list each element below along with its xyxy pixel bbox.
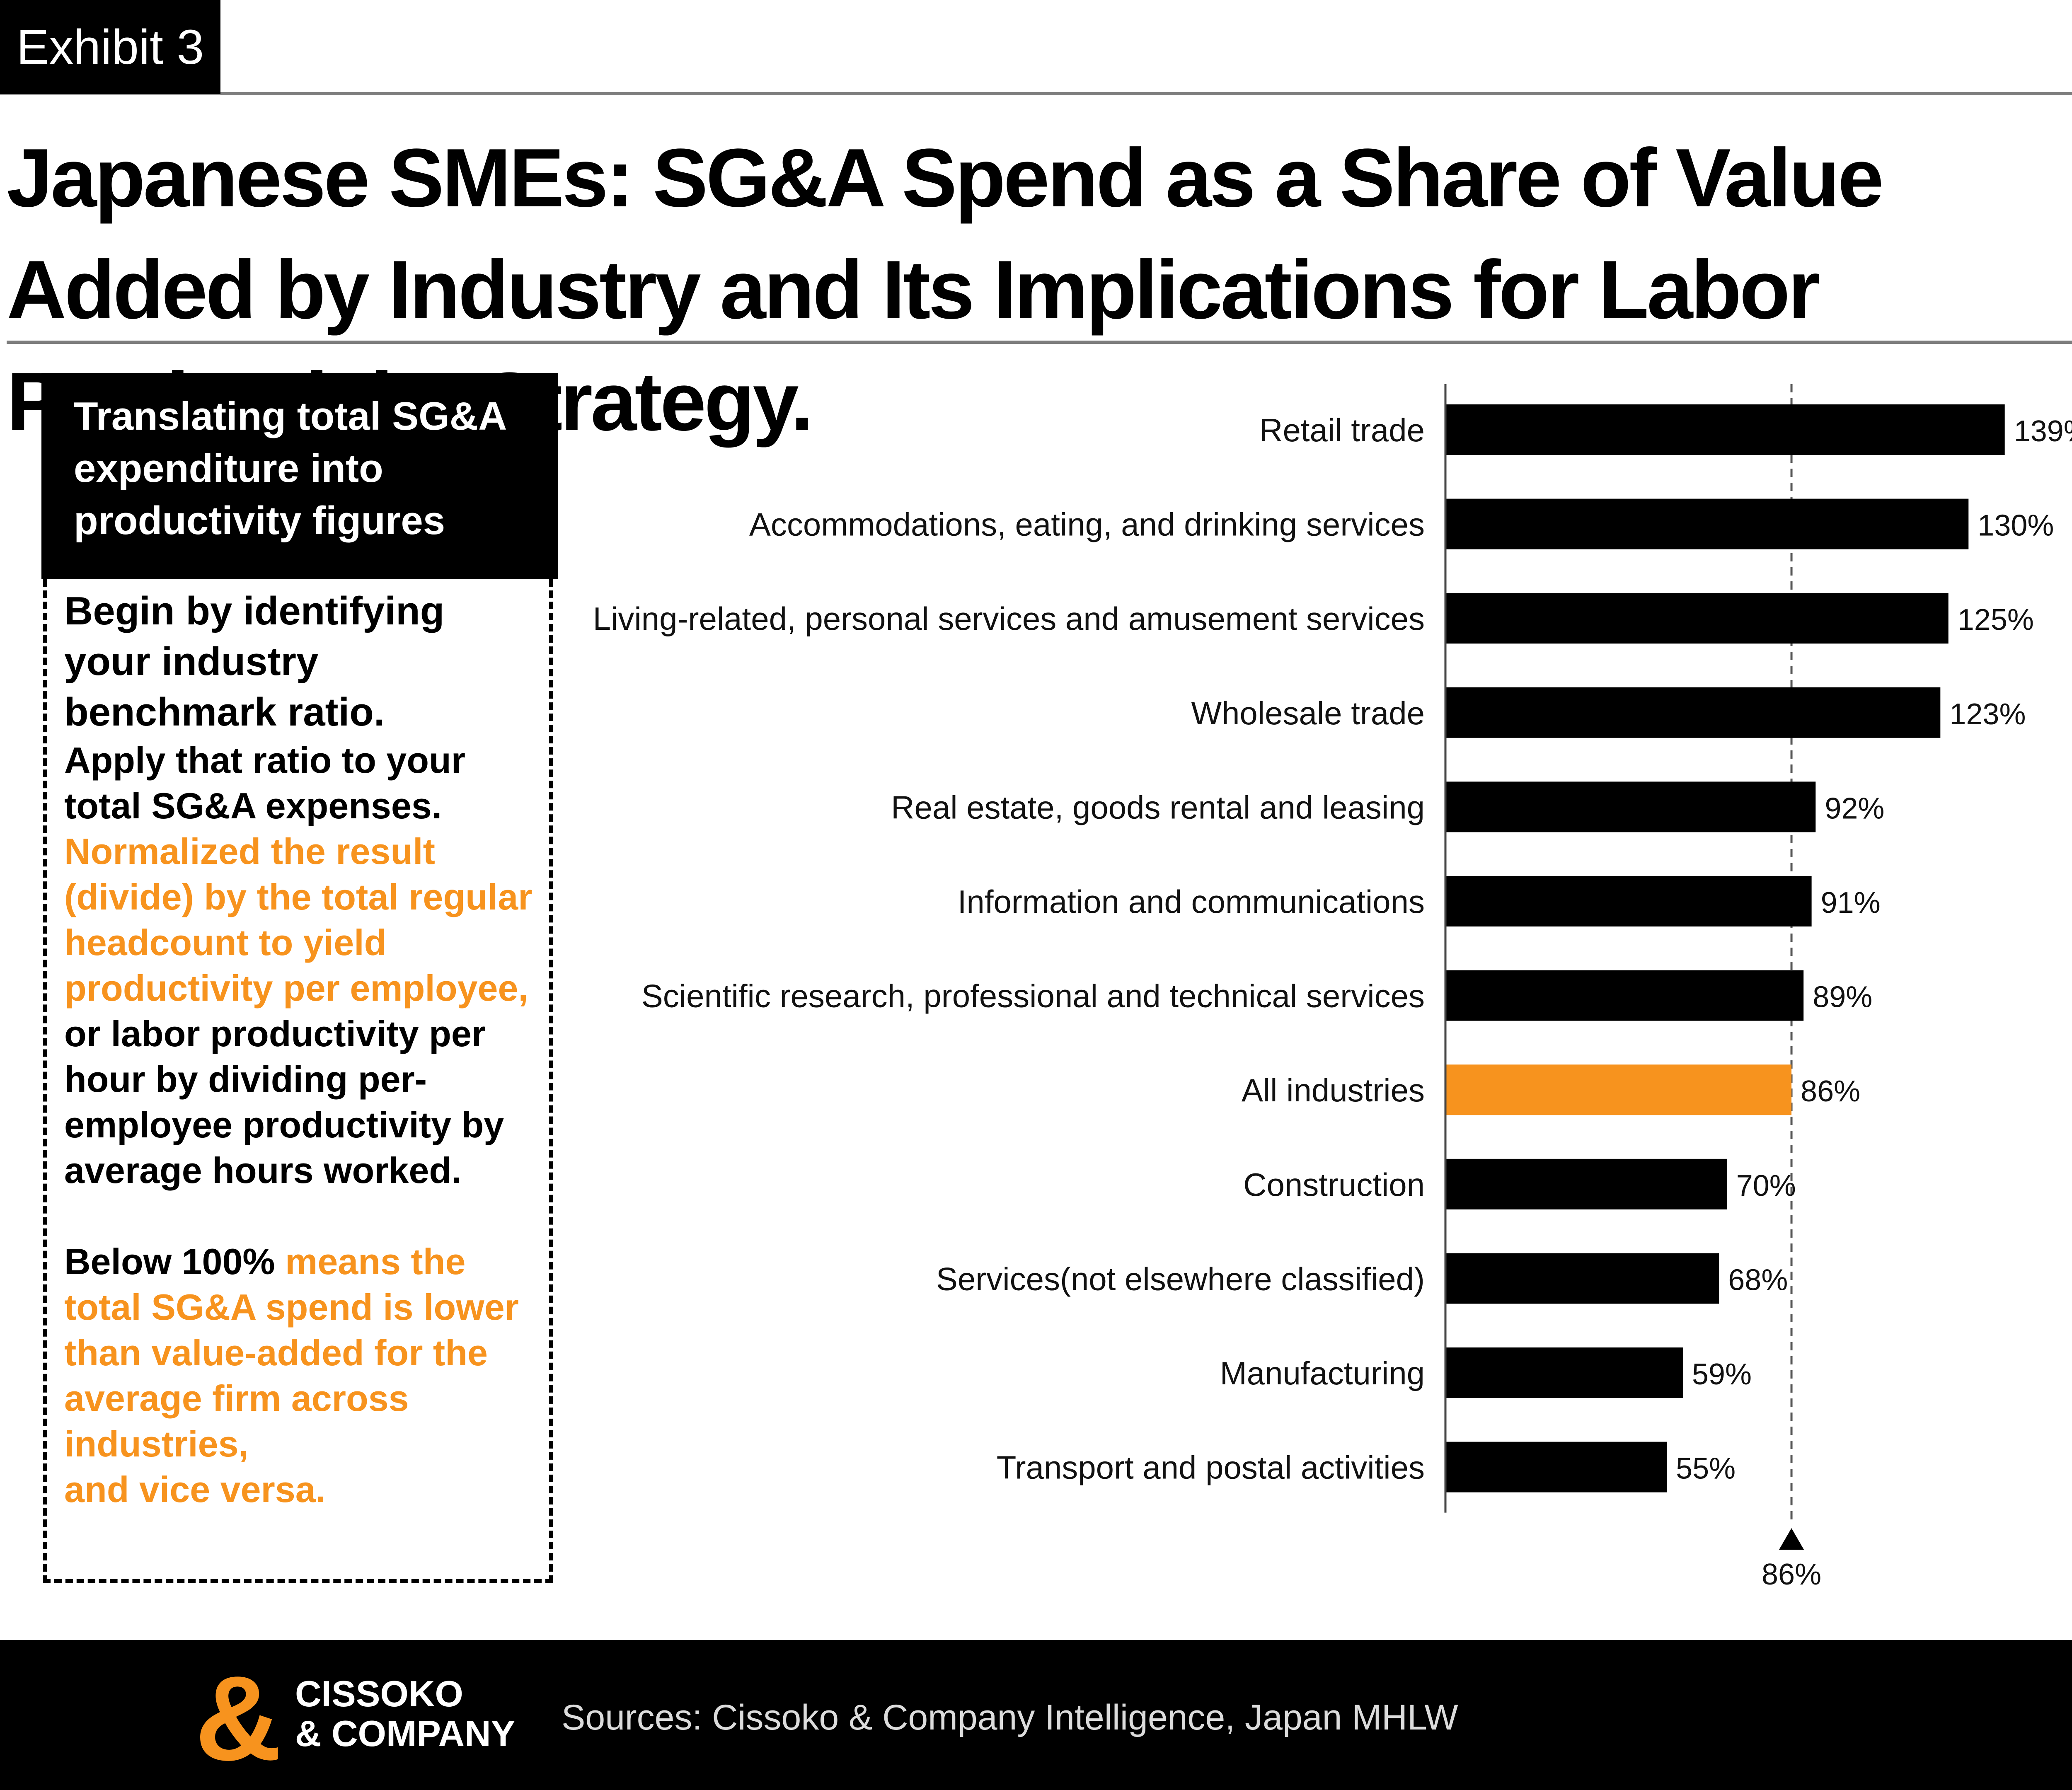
sidebar-body: Begin by identifying your industry bench… [43,579,553,1583]
exhibit-label: Exhibit 3 [0,0,220,94]
reference-label: 86% [1762,1558,1821,1591]
bar-chart: Retail trade 139% Accommodations, eating, … [593,384,2072,1591]
bar [1445,593,1949,644]
value-label: 59% [1692,1358,1752,1391]
sidebar-header: Translating total SG&A expenditure into … [41,373,558,579]
value-label: 86% [1801,1075,1860,1108]
bar [1445,1159,1727,1209]
bar [1445,1253,1719,1304]
category-label: Scientific research, professional and te… [641,978,1425,1014]
bar [1445,498,1969,549]
brand-line1: CISSOKO [295,1673,463,1714]
ampersand-logo-icon: & [195,1651,281,1780]
bar [1445,876,1812,926]
top-divider [220,92,2072,95]
category-label: Information and communications [958,883,1425,920]
value-label: 123% [1949,698,2026,731]
category-label: Wholesale trade [1191,695,1425,731]
sidebar-note-highlight: means the total SG&A spend is lower than… [64,1241,519,1464]
category-label: Retail trade [1259,412,1425,448]
bar [1445,970,1804,1021]
category-label: Accommodations, eating, and drinking ser… [749,506,1425,543]
category-label: Services(not elsewhere classified) [936,1260,1425,1297]
bar [1445,687,1941,738]
bar [1445,1347,1683,1398]
value-label: 91% [1821,886,1881,919]
value-label: 68% [1728,1263,1788,1297]
value-label: 125% [1958,603,2034,636]
brand-line2: & COMPANY [295,1713,516,1754]
sidebar-lead: Begin by identifying your industry bench… [64,589,445,734]
sources-text: Sources: Cissoko & Company Intelligence,… [562,1698,1458,1737]
sidebar-step3-rest: or labor productivity per hour by dividi… [64,1013,504,1191]
bar [1445,781,1816,832]
bar [1445,1064,1792,1115]
sidebar-step2: Apply that ratio to your total SG&A expe… [64,740,465,826]
category-label: Living-related, personal services and am… [593,600,1425,637]
bar [1445,404,2005,455]
category-label: Transport and postal activities [997,1449,1425,1486]
value-label: 139% [2014,415,2072,448]
category-label: Real estate, goods rental and leasing [891,789,1425,825]
category-label: Construction [1243,1166,1425,1203]
sidebar-step3: Normalized the result (divide) by the to… [64,829,541,1193]
title-divider [7,341,2072,344]
svg-text:&: & [195,1651,281,1780]
bar [1445,1442,1667,1492]
brand-logo: CISSOKO & COMPANY [295,1674,515,1754]
value-label: 70% [1736,1169,1796,1202]
sidebar-note-end: and vice versa. [64,1469,326,1510]
category-label: Manufacturing [1220,1355,1425,1391]
value-label: 89% [1813,981,1872,1014]
sidebar-note: Below 100% means the total SG&A spend is… [64,1239,541,1467]
value-label: 130% [1978,509,2054,542]
value-label: 92% [1825,792,1884,825]
sidebar-step3-highlight: Normalized the result (divide) by the to… [64,831,533,1009]
reference-marker-icon [1779,1528,1804,1550]
sidebar-note-prefix: Below 100% [64,1241,275,1282]
category-label: All industries [1242,1072,1425,1108]
footer [0,1640,2072,1790]
value-label: 55% [1676,1452,1736,1485]
